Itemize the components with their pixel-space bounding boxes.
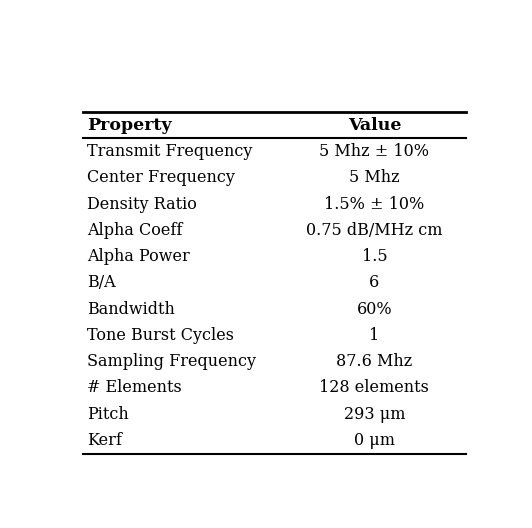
Text: 87.6 Mhz: 87.6 Mhz <box>336 353 412 370</box>
Text: 0 μm: 0 μm <box>354 432 395 449</box>
Text: 5 Mhz: 5 Mhz <box>349 169 400 186</box>
Text: 5 Mhz ± 10%: 5 Mhz ± 10% <box>319 143 429 160</box>
Text: 1: 1 <box>369 327 379 344</box>
Text: 60%: 60% <box>356 300 392 318</box>
Text: 1.5% ± 10%: 1.5% ± 10% <box>325 195 425 213</box>
Text: Tone Burst Cycles: Tone Burst Cycles <box>87 327 234 344</box>
Text: Pitch: Pitch <box>87 406 129 423</box>
Text: Transmit Frequency: Transmit Frequency <box>87 143 253 160</box>
Text: Alpha Coeff: Alpha Coeff <box>87 222 182 239</box>
Text: Center Frequency: Center Frequency <box>87 169 235 186</box>
Text: 293 μm: 293 μm <box>344 406 405 423</box>
Text: Alpha Power: Alpha Power <box>87 248 190 265</box>
Text: Density Ratio: Density Ratio <box>87 195 197 213</box>
Text: # Elements: # Elements <box>87 380 182 397</box>
Text: 6: 6 <box>369 275 379 291</box>
Text: Kerf: Kerf <box>87 432 122 449</box>
Text: Value: Value <box>347 117 401 134</box>
Text: 128 elements: 128 elements <box>320 380 429 397</box>
Text: 0.75 dB/MHz cm: 0.75 dB/MHz cm <box>306 222 443 239</box>
Text: Property: Property <box>87 117 172 134</box>
Text: Bandwidth: Bandwidth <box>87 300 175 318</box>
Text: Sampling Frequency: Sampling Frequency <box>87 353 256 370</box>
Text: B/A: B/A <box>87 275 116 291</box>
Text: 1.5: 1.5 <box>362 248 387 265</box>
